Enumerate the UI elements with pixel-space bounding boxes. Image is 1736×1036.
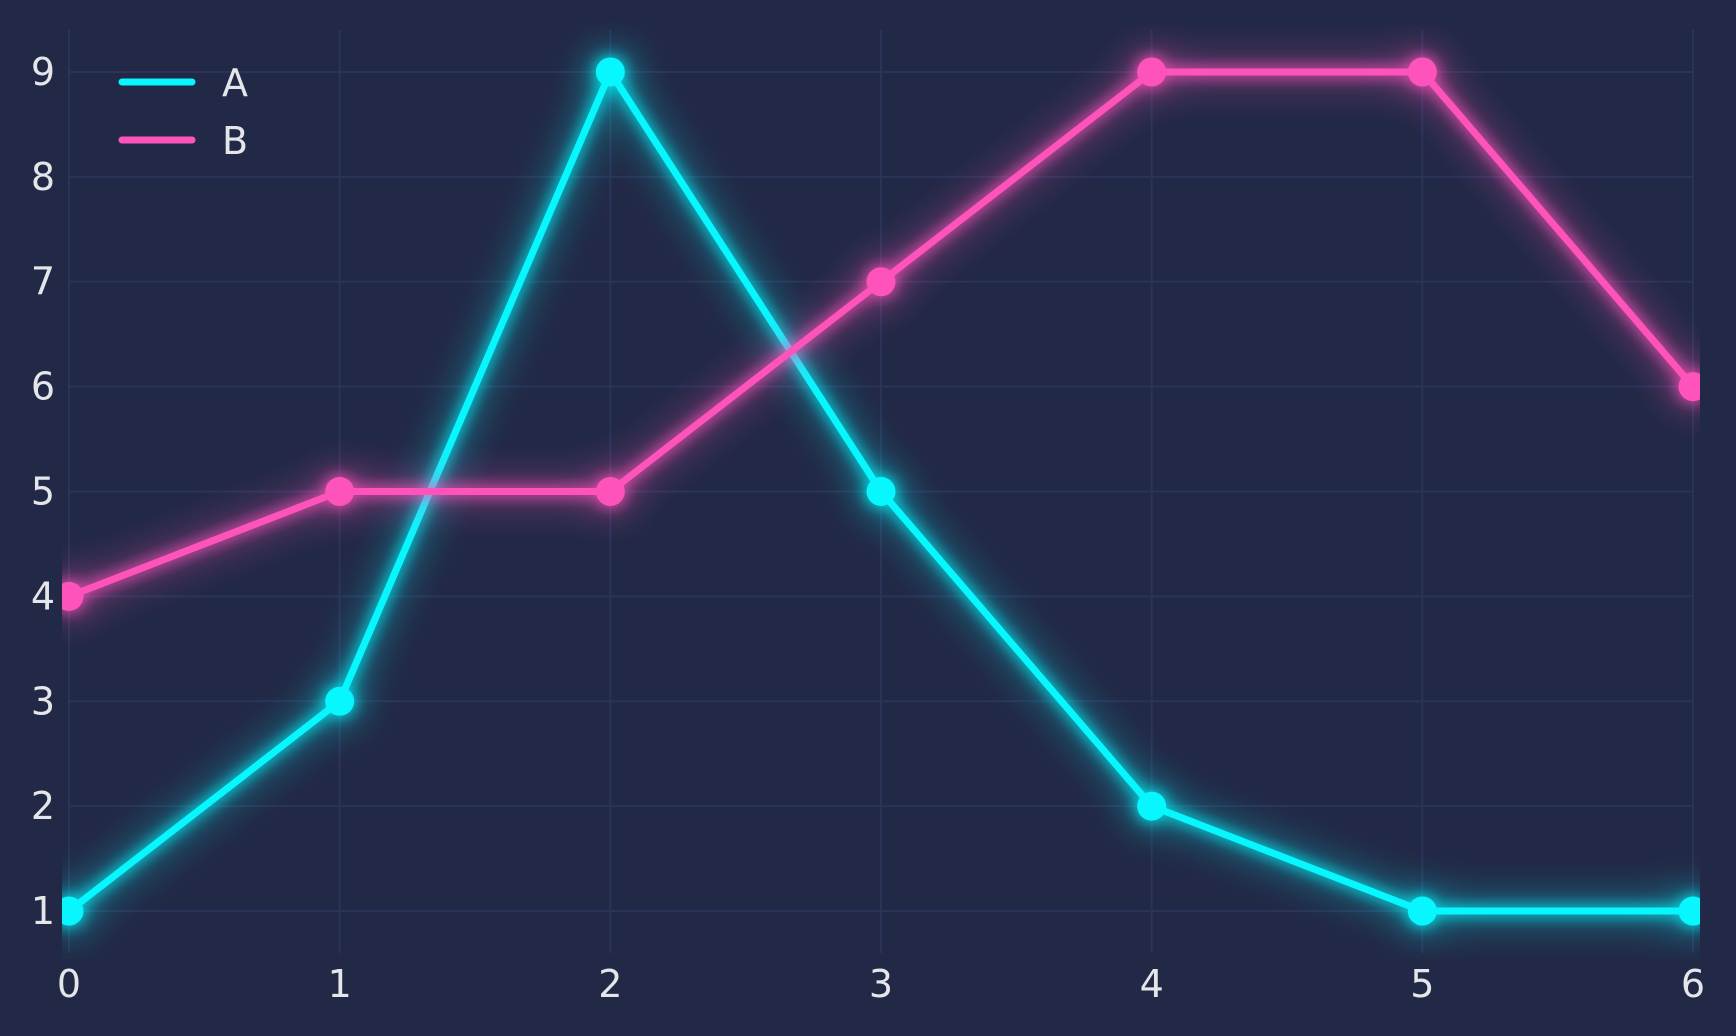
series-b-point bbox=[62, 581, 84, 611]
x-tick-label: 0 bbox=[57, 962, 81, 1006]
series-a-point bbox=[1137, 791, 1167, 821]
series-b-point bbox=[325, 477, 355, 506]
y-tick-label: 4 bbox=[31, 574, 55, 618]
series-b-point bbox=[1407, 57, 1437, 87]
legend-entry-a: A bbox=[118, 61, 248, 105]
series-b-point bbox=[1137, 57, 1167, 87]
series-a-point bbox=[866, 477, 896, 506]
series-b-point bbox=[1678, 372, 1700, 402]
x-tick-label: 5 bbox=[1410, 962, 1434, 1006]
legend: AB bbox=[118, 61, 248, 163]
x-tick-label: 3 bbox=[869, 962, 893, 1006]
y-tick-label: 7 bbox=[31, 260, 55, 304]
x-tick-label: 2 bbox=[598, 962, 622, 1006]
legend-entry-b: B bbox=[118, 119, 248, 163]
series-a-point bbox=[1678, 896, 1700, 926]
x-tick-label: 4 bbox=[1140, 962, 1164, 1006]
legend-label-b: B bbox=[222, 119, 248, 163]
y-tick-label: 9 bbox=[31, 50, 55, 94]
x-tick-label: 6 bbox=[1681, 962, 1705, 1006]
y-tick-label: 5 bbox=[31, 470, 55, 514]
y-tick-label: 6 bbox=[31, 365, 55, 409]
series-a-point bbox=[62, 896, 84, 926]
y-tick-label: 1 bbox=[31, 889, 55, 933]
y-tick-label: 2 bbox=[31, 784, 55, 828]
series-a-point bbox=[595, 57, 625, 87]
series-a-point bbox=[325, 686, 355, 716]
series-a-point bbox=[1407, 896, 1437, 926]
legend-label-a: A bbox=[222, 61, 248, 105]
series-a bbox=[62, 57, 1700, 926]
series-b-point bbox=[595, 477, 625, 506]
y-tick-label: 8 bbox=[31, 155, 55, 199]
x-tick-label: 1 bbox=[328, 962, 352, 1006]
series-b bbox=[62, 57, 1700, 611]
y-tick-labels: 1 2 3 4 5 6 7 8 9 bbox=[31, 50, 55, 933]
x-tick-labels: 0 1 2 3 4 5 6 bbox=[57, 962, 1705, 1006]
series-b-point bbox=[866, 267, 896, 297]
y-tick-label: 3 bbox=[31, 679, 55, 723]
